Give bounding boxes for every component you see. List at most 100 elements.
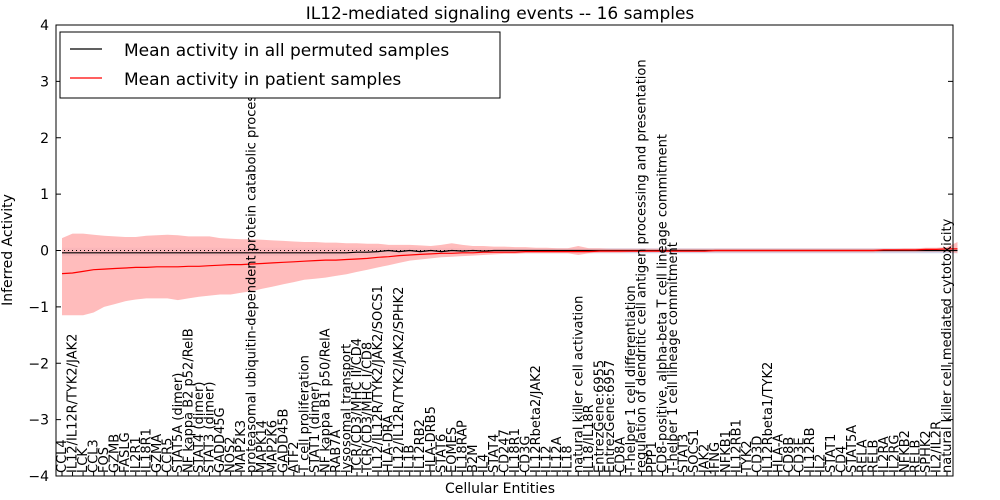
y-tick-label: −2 — [28, 356, 49, 372]
y-axis-label: Inferred Activity — [0, 194, 16, 306]
x-tick-label: SPHK2 — [919, 430, 934, 473]
y-tick-label: 2 — [40, 131, 49, 147]
x-tick-label: STAT3 (dimer) — [203, 382, 218, 473]
x-tick-label: LCK — [76, 448, 91, 473]
x-tick-label: MAP2K6 — [266, 420, 281, 473]
x-tick-label: IL1B — [403, 445, 418, 473]
x-tick-label: CD247 — [498, 429, 513, 473]
x-tick-label: STAT1 (dimer) — [308, 382, 323, 473]
x-tick-label: IL12RB1 — [729, 419, 744, 473]
x-tick-label: HLA-A — [771, 434, 786, 473]
x-tick-label: EntrezGene:6955 — [592, 360, 607, 473]
x-tick-label: IL12RB — [803, 427, 818, 473]
x-tick-label: IL12RB2 — [413, 419, 428, 473]
x-tick-label: regulation of dendritic cell antigen pro… — [635, 59, 650, 473]
x-tick-label: RAB7A — [329, 429, 344, 473]
x-tick-label: FASLG — [118, 432, 133, 473]
x-tick-label: NFKB2 — [898, 430, 913, 473]
x-tick-label: NOS2 — [224, 437, 239, 473]
x-tick-label: JAK2 — [698, 444, 713, 474]
x-tick-label: HLA-DRB5 — [424, 406, 439, 473]
x-tick-label: GZMA — [150, 434, 165, 473]
x-tick-label: TCR/CD3/MHC I/CD8 — [361, 342, 376, 474]
x-tick-label: CD8-positive, alpha-beta T cell lineage … — [656, 134, 671, 473]
x-tick-label: FOS — [97, 447, 112, 473]
y-axis: −4 −3 −2 −1 0 1 2 3 4 — [28, 18, 953, 485]
x-tick-label: EntrezGene:6957 — [603, 360, 618, 473]
chart-title: IL12-mediated signaling events -- 16 sam… — [306, 4, 695, 24]
x-tick-label: RELB — [866, 440, 881, 473]
x-tick-label: EOMES — [445, 427, 460, 473]
x-tick-label: CD3D — [750, 436, 765, 473]
x-tick-label: T-helper 1 cell differentiation — [624, 285, 639, 474]
x-tick-label: STAT3 — [677, 434, 692, 473]
y-tick-label: −4 — [28, 469, 49, 485]
x-tick-label: IL2RG — [887, 435, 902, 473]
x-tick-label: IL2/IL2R — [930, 421, 945, 473]
x-tick-label: IL18 — [561, 445, 576, 473]
plot-frame — [55, 24, 954, 477]
x-tick-label: TYK2 — [740, 440, 755, 474]
x-tick-label: HLA-DRA — [382, 415, 397, 473]
x-tick-label: natural killer cell activation — [571, 296, 586, 473]
x-tick-label: IFNG — [708, 442, 723, 473]
x-tick-label: NF kappa B2 p52/RelB — [181, 328, 196, 473]
x-tick-label: STAT6 — [434, 434, 449, 473]
legend-box — [59, 31, 501, 99]
x-tick-label: TCR/CD3/MHC II/CD4 — [350, 338, 365, 474]
x-axis-label: Cellular Entities — [445, 481, 555, 497]
x-tick-label: IL12Rbeta2/JAK2 — [529, 365, 544, 473]
x-tick-label: T-helper 1 cell lineage commitment — [666, 242, 681, 474]
x-tick-label: STAT4 (dimer) — [192, 382, 207, 473]
x-tick-label: proteasomal ubiquitin-dependent protein … — [245, 88, 260, 473]
x-tick-label: CD3E — [793, 437, 808, 473]
x-tick-label: IL18R1 — [508, 428, 523, 473]
x-tick-label: IL18R1 — [139, 428, 154, 473]
x-tick-label: CD3G — [519, 436, 534, 473]
x-tick-label: GADD45B — [276, 409, 291, 473]
x-tick-label: IL2 — [814, 454, 829, 473]
x-tick-label: IL2R1 — [129, 436, 144, 473]
x-tick-label: CD8B — [782, 437, 797, 473]
x-tick-label: lysosomal transport — [340, 344, 355, 473]
x-tick-label: CD8A — [613, 437, 628, 473]
x-tick-label: IL12 — [540, 445, 555, 473]
y-tick-label: 3 — [40, 74, 49, 90]
x-tick-label: IL12/IL12R/TYK2/JAK2/SPHK2 — [392, 287, 407, 473]
x-tick-label: STAT1 — [824, 434, 839, 473]
x-tick-label: natural killer cell mediated cytotoxicit… — [940, 218, 955, 473]
x-tick-label: STAT5A — [845, 425, 860, 473]
x-tick-label: CCR5 — [160, 438, 175, 473]
x-tick-label: RELA — [856, 439, 871, 473]
x-tick-label: B2M — [466, 445, 481, 473]
x-tick-label: T cell proliferation — [297, 355, 312, 474]
x-tick-label: MAP2K3 — [234, 420, 249, 473]
series-line-patient — [61, 248, 958, 275]
x-tick-label: STAT4 — [487, 434, 502, 473]
x-tick-label: PPP1 — [645, 441, 660, 473]
x-tick-label: CD4 — [835, 446, 850, 473]
x-tick-label: CCL4 — [55, 439, 70, 473]
x-tick-label: NFKB1 — [719, 430, 734, 473]
x-tick-label: GZMB — [108, 434, 123, 473]
x-tick-label: RELB — [908, 440, 923, 473]
x-tick-label: ATF2 — [287, 441, 302, 473]
x-tick-label: MAPK14 — [255, 420, 270, 473]
y-tick-label: 4 — [40, 18, 49, 34]
legend: Mean activity in all permuted samples Me… — [59, 31, 501, 99]
x-tick-label: CCL3 — [87, 439, 102, 473]
legend-label-patient: Mean activity in patient samples — [124, 70, 401, 90]
x-tick-label: IL18/IL18R — [582, 404, 597, 473]
y-tick-label: 1 — [40, 187, 49, 203]
x-tick-label: STAT5A (dimer) — [171, 373, 186, 473]
x-tick-label: IL12/IL12R/TYK2/JAK2 — [66, 334, 81, 473]
x-tick-label: IL12A — [550, 436, 565, 473]
legend-label-permuted: Mean activity in all permuted samples — [124, 41, 449, 61]
y-tick-label: −1 — [28, 300, 49, 316]
x-tick-label: IL12Rbeta1/TYK2 — [761, 362, 776, 473]
x-tick-labels: CCL4IL12/IL12R/TYK2/JAK2LCKCCL3FOSGZMBFA… — [55, 59, 955, 476]
patient-spread-band — [62, 233, 958, 316]
x-tick-label: IL18RAP — [455, 420, 470, 473]
series-lines — [61, 248, 958, 275]
